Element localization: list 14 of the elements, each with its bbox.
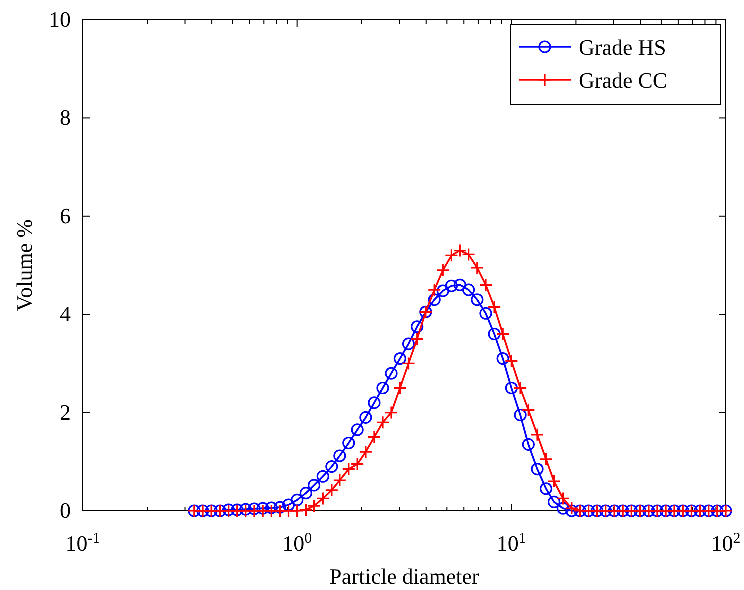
y-tick-label: 4 — [60, 302, 71, 327]
y-tick-label: 8 — [60, 105, 71, 130]
legend-label: Grade HS — [579, 35, 666, 60]
x-tick-label: 10$^{2}$ — [711, 531, 741, 556]
y-axis-title: Volume % — [12, 220, 37, 312]
y-tick-label: 10 — [49, 7, 71, 32]
x-tick-label: 10$^{0}$ — [282, 531, 312, 556]
x-axis-title: Particle diameter — [330, 564, 480, 589]
y-tick-label: 2 — [60, 400, 71, 425]
y-tick-label: 6 — [60, 203, 71, 228]
legend-label: Grade CC — [579, 68, 668, 93]
y-tick-label: 0 — [60, 498, 71, 524]
x-tick-label: 10$^{-1}$ — [66, 531, 100, 556]
x-tick-label: 10$^{1}$ — [496, 531, 526, 556]
